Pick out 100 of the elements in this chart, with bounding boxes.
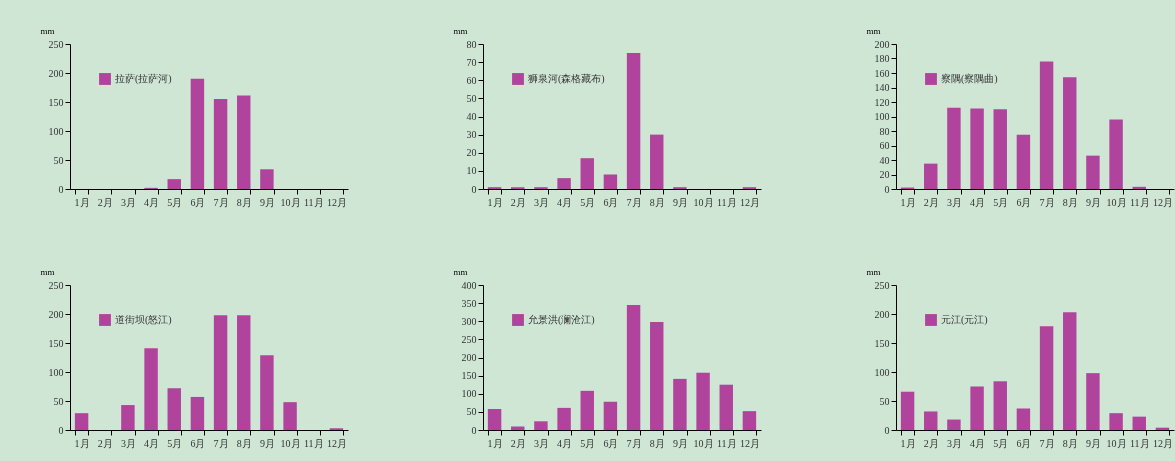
- legend-label: 道街坝(怒江): [115, 314, 172, 326]
- bar: [626, 304, 641, 430]
- bar: [603, 401, 618, 430]
- bar: [1039, 61, 1054, 189]
- y-tick-label: 160: [874, 67, 890, 79]
- x-tick-label: 1月: [74, 437, 90, 449]
- y-tick-label: 40: [879, 154, 890, 166]
- x-tick-label: 3月: [946, 196, 962, 208]
- x-tick-label: 4月: [144, 437, 160, 449]
- bar: [260, 355, 274, 430]
- bar: [947, 419, 961, 430]
- x-tick-label: 3月: [533, 437, 549, 449]
- x-tick-label: 2月: [510, 196, 526, 208]
- y-tick-label: 150: [48, 96, 64, 108]
- y-tick-label: 100: [461, 388, 477, 400]
- x-tick-label: 2月: [97, 437, 113, 449]
- bar: [1132, 416, 1146, 430]
- x-tick-label: 5月: [993, 437, 1009, 449]
- bar: [237, 315, 251, 430]
- bar: [74, 413, 89, 430]
- x-tick-label: 10月: [1106, 437, 1127, 449]
- x-tick-label: 11月: [303, 437, 324, 449]
- y-axis-title: mm: [453, 25, 468, 36]
- x-tick-label: 11月: [1129, 196, 1150, 208]
- y-tick-label: 350: [461, 297, 477, 309]
- x-tick-label: 6月: [603, 437, 619, 449]
- y-tick-label: 140: [874, 82, 890, 93]
- legend-label: 允景洪(澜沧江): [528, 314, 595, 326]
- y-tick-label: 100: [874, 111, 890, 122]
- bar: [993, 109, 1007, 189]
- bar: [947, 107, 961, 189]
- bar: [283, 402, 297, 430]
- y-tick-label: 0: [884, 183, 890, 195]
- x-tick-label: 9月: [259, 196, 275, 208]
- x-tick-label: 10月: [693, 437, 714, 449]
- x-tick-label: 8月: [649, 196, 665, 208]
- bar: [1016, 134, 1031, 189]
- x-tick-label: 2月: [510, 437, 526, 449]
- x-tick-label: 3月: [120, 196, 136, 208]
- x-tick-label: 6月: [603, 196, 619, 208]
- x-tick-label: 3月: [533, 196, 549, 208]
- y-axis-title: mm: [40, 266, 55, 277]
- x-tick-label: 4月: [970, 196, 986, 208]
- bar: [1109, 413, 1123, 430]
- bar: [237, 95, 251, 189]
- y-tick-label: 0: [58, 183, 64, 195]
- bar: [580, 390, 594, 430]
- y-tick-label: 0: [471, 424, 477, 436]
- bar: [924, 411, 938, 430]
- y-tick-label: 20: [879, 169, 890, 180]
- y-tick-label: 100: [48, 125, 64, 137]
- bar: [511, 426, 525, 430]
- legend-label: 狮泉河(森格藏布): [528, 73, 605, 85]
- x-tick-label: 7月: [626, 437, 642, 449]
- y-tick-label: 50: [879, 395, 890, 407]
- y-tick-label: 50: [53, 395, 64, 407]
- y-tick-label: 250: [48, 279, 64, 291]
- bar: [993, 381, 1007, 430]
- bar: [970, 108, 984, 189]
- legend-label: 拉萨(拉萨河): [115, 73, 172, 85]
- x-tick-label: 12月: [326, 437, 347, 449]
- bar: [1086, 373, 1100, 430]
- x-tick-label: 11月: [303, 196, 324, 208]
- legend-label: 察隅(察隅曲): [941, 73, 998, 85]
- bar: [650, 321, 664, 430]
- x-tick-label: 3月: [946, 437, 962, 449]
- y-axis-title: mm: [40, 25, 55, 36]
- x-tick-label: 12月: [1152, 196, 1173, 208]
- bar: [1016, 408, 1031, 430]
- x-tick-label: 7月: [1039, 437, 1055, 449]
- bar: [603, 174, 618, 189]
- bar: [1039, 326, 1054, 430]
- y-tick-label: 100: [874, 366, 890, 378]
- x-tick-label: 1月: [487, 437, 503, 449]
- x-tick-label: 7月: [1039, 196, 1055, 208]
- x-tick-label: 8月: [649, 437, 665, 449]
- x-tick-label: 6月: [1016, 437, 1032, 449]
- y-tick-label: 40: [466, 111, 477, 122]
- y-tick-label: 400: [461, 279, 477, 291]
- x-tick-label: 6月: [1016, 196, 1032, 208]
- y-tick-label: 250: [48, 38, 64, 50]
- bar: [190, 396, 205, 430]
- x-tick-label: 11月: [1129, 437, 1150, 449]
- x-tick-label: 12月: [1152, 437, 1173, 449]
- bar: [167, 179, 181, 189]
- bar: [144, 348, 158, 430]
- bar: [924, 163, 938, 189]
- x-tick-label: 5月: [167, 437, 183, 449]
- x-tick-label: 5月: [167, 196, 183, 208]
- bar: [1063, 312, 1077, 430]
- x-tick-label: 7月: [213, 196, 229, 208]
- x-tick-label: 8月: [236, 196, 252, 208]
- bar: [1063, 77, 1077, 189]
- x-tick-label: 5月: [580, 437, 596, 449]
- bar: [190, 78, 205, 189]
- x-tick-label: 5月: [580, 196, 596, 208]
- y-tick-label: 0: [884, 424, 890, 436]
- y-axis-title: mm: [453, 266, 468, 277]
- y-tick-label: 200: [874, 308, 890, 320]
- bar: [742, 411, 757, 430]
